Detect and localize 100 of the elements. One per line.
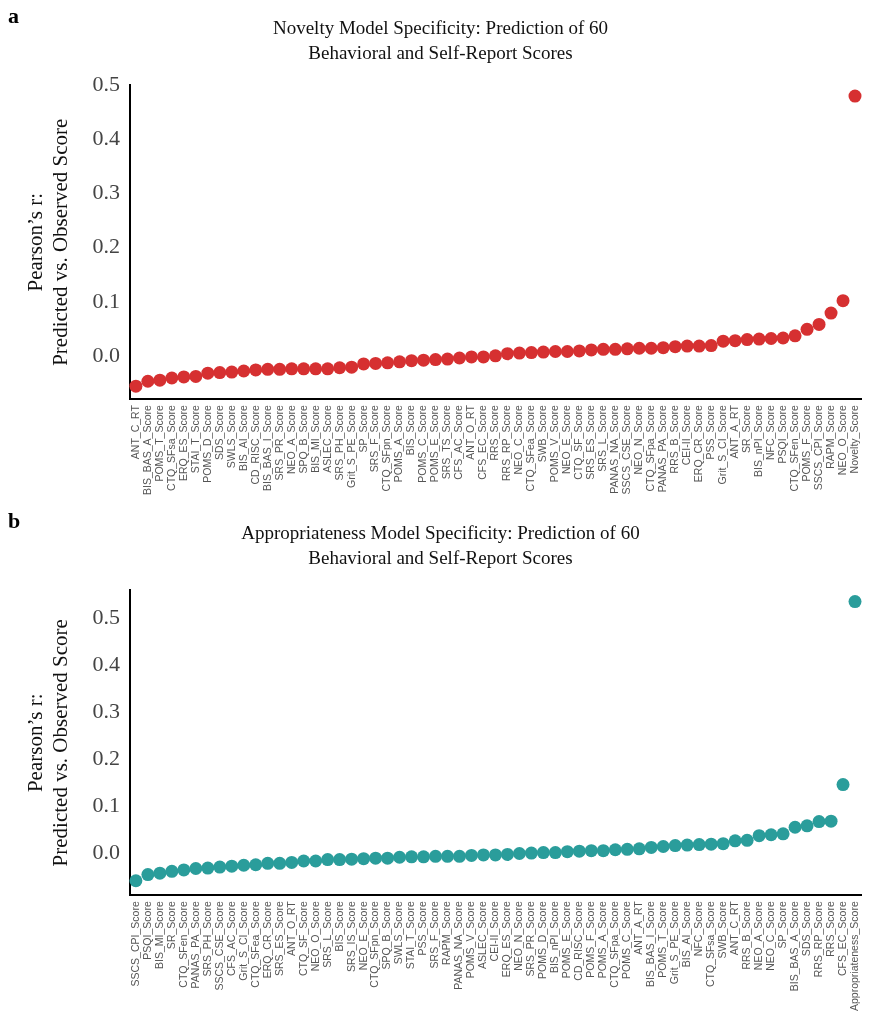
x-tick-label: CTQ_SFsa_Score: [164, 404, 177, 491]
x-tick-label: ASLEC_Score: [320, 404, 333, 473]
x-tick-label: RRS_RP_Score: [811, 901, 824, 978]
x-tick-label: SP_Score: [356, 404, 369, 453]
x-tick-label: NFC_Score: [692, 901, 705, 957]
x-tick-label: BIS_AI_Score: [680, 901, 693, 968]
x-tick-label: NEO_O_Score: [835, 404, 848, 476]
x-tick-label: SR_Score: [164, 901, 177, 950]
x-tick-label: POMS_F_Score: [799, 404, 812, 482]
x-tick-label: CFS_AC_Score: [452, 404, 465, 480]
x-tick-label: SWLS_Score: [224, 404, 237, 469]
x-tick-label: Grit_S_CI_Score: [716, 404, 729, 485]
x-tick-label: POMS_A_Score: [596, 901, 609, 979]
x-tick-label: POMS_C_Score: [620, 901, 633, 979]
x-tick-label: SPQ_B_Score: [380, 901, 393, 970]
x-tick-label: STAI_T_Score: [404, 901, 417, 970]
x-tick-label: SRS_IS_Score: [344, 901, 357, 972]
y-tick-label: 0.4: [92, 125, 120, 151]
x-tick-label: PANAS_PA_Score: [656, 404, 669, 493]
x-tick-label: POMS_C_Score: [416, 404, 429, 483]
x-tick-label: SSCS_CPI_Score: [128, 901, 141, 987]
x-tick-label: SDS_Score: [799, 901, 812, 957]
x-tick-label: ANT_A_RT: [632, 900, 645, 955]
x-tick-label: NEO_C_Score: [512, 404, 525, 475]
x-tick-label: BIS_BAS_A_Score: [787, 901, 800, 992]
x-tick-label: SRS_ES_Score: [272, 901, 285, 976]
x-tick-label: BIS_MI_Score: [152, 901, 165, 969]
x-tick-label: ERQ_ES_Score: [176, 404, 189, 481]
x-tick-label: ANT_O_RT: [464, 404, 477, 460]
y-axis-title: Pearson’s r: Predicted vs. Observed Score: [23, 118, 73, 366]
x-tick-label: Grit_S_PE_Score: [668, 901, 681, 985]
x-tick-label: CFS_EC_Score: [835, 901, 848, 976]
x-tick-label: POMS_A_Score: [392, 404, 405, 483]
x-tick-label: NFC_Score: [764, 404, 776, 460]
x-tick-label: PSQI_Score: [775, 404, 788, 464]
x-tick-label: BIS_BAS_I_Score: [260, 404, 273, 491]
x-tick-label: POMS_E_Score: [428, 404, 441, 483]
x-tick-label: NEO_A_Score: [284, 404, 297, 474]
x-tick-label: ANT_C_RT: [128, 404, 141, 460]
x-tick-label: SRS_L_Score: [320, 901, 333, 968]
x-tick-label: SRS_F_Score: [368, 404, 381, 473]
x-tick-label: SRS_PH_Score: [200, 901, 213, 977]
x-tick-label: PANAS_NA_Score: [452, 901, 465, 990]
x-tick-label: ERQ_CR_Score: [692, 404, 705, 483]
y-tick-label: 0.2: [92, 233, 120, 259]
x-tick-label: SWLS_Score: [392, 901, 405, 965]
x-tick-label: BIS_Score: [332, 901, 345, 952]
chart-title: Appropriateness Model Specificity: Prediction of 60 Behavioral and Self-Report Scores: [241, 521, 640, 569]
x-tick-label: ERQ_CR_Score: [260, 901, 273, 979]
x-tick-label: RRS_B_Score: [740, 901, 753, 970]
x-tick-label: Grit_S_CI_Score: [236, 901, 249, 981]
x-tick-label: CEI-II_Score: [488, 901, 501, 962]
x-tick-label: SDS_Score: [212, 404, 225, 460]
y-tick-label: 0.3: [92, 698, 120, 724]
x-tick-label: SPQ_B_Score: [296, 404, 309, 474]
x-tick-label: BIS_Score: [404, 404, 417, 456]
x-tick-label: CTQ_SF_Score: [296, 901, 309, 976]
x-tick-label: PANAS_PA_Score: [188, 901, 201, 989]
x-tick-label: CTQ_SFea_Score: [524, 404, 537, 492]
x-tick-label: CFS_AC_Score: [224, 901, 237, 976]
x-tick-label: PSQI_Score: [140, 901, 153, 960]
x-tick-label: SSCS_CPI_Score: [811, 404, 824, 491]
x-tick-label: Grit_S_PE_Score: [344, 404, 357, 488]
x-tick-label: SRS_PH_Score: [332, 404, 345, 481]
x-tick-label: POMS_D_Score: [200, 404, 213, 483]
x-tick-label: CFS_EC_Score: [476, 404, 489, 480]
x-tick-label: ERQ_ES_Score: [500, 901, 513, 978]
x-tick-label: CTQ_SFpa_Score: [644, 404, 657, 492]
x-tick-label: CTQ_SFpn_Score: [380, 404, 393, 492]
x-tick-label: POMS_V_Score: [548, 404, 561, 483]
x-tick-label: SRS_PR_Score: [524, 901, 537, 977]
x-tick-label: PSS_Score: [416, 901, 429, 956]
x-tick-label: NEO_N_Score: [632, 404, 645, 475]
x-tick-label: ANT_A_RT: [728, 404, 741, 459]
x-tick-label: PANAS_NA_Score: [608, 404, 621, 494]
x-tick-label: CTQ_SFen_Score: [176, 901, 189, 988]
x-tick-label: POMS_E_Score: [560, 901, 573, 979]
x-tick-label: POMS_T_Score: [656, 901, 669, 978]
x-tick-label: CTQ_SFea_Score: [248, 901, 261, 988]
x-tick-label: SWB_Score: [536, 404, 549, 463]
x-tick-label: SR_Score: [740, 404, 753, 453]
x-tick-label: BIS_nPI_Score: [752, 404, 765, 477]
x-tick-label: RRS_B_Score: [668, 404, 681, 474]
x-tick-label: RRS_RP_Score: [500, 404, 513, 481]
x-tick-label: RRS_Score: [823, 901, 836, 957]
x-tick-label: NEO_E_Score: [356, 901, 369, 971]
x-tick-label: SRS_PR_Score: [272, 404, 285, 481]
x-tick-label: RAPM_Score: [823, 404, 836, 469]
x-tick-label: NEO_E_Score: [560, 404, 573, 474]
x-tick-label: CTQ_SFpa_Score: [608, 901, 621, 988]
x-tick-label: CTQ_SFen_Score: [787, 404, 800, 492]
y-tick-label: 0.5: [92, 71, 120, 97]
y-tick-label: 0.2: [92, 744, 120, 770]
y-tick-label: 0.3: [92, 179, 120, 205]
y-tick-label: 0.1: [92, 791, 120, 817]
x-tick-label: SSCS_CSE_Score: [212, 901, 225, 991]
x-tick-label: SRS_ES_Score: [584, 404, 597, 480]
x-tick-label: Appropriateness_Score: [847, 901, 860, 1011]
text: b: [8, 507, 21, 533]
y-tick-label: 0.0: [92, 341, 120, 367]
